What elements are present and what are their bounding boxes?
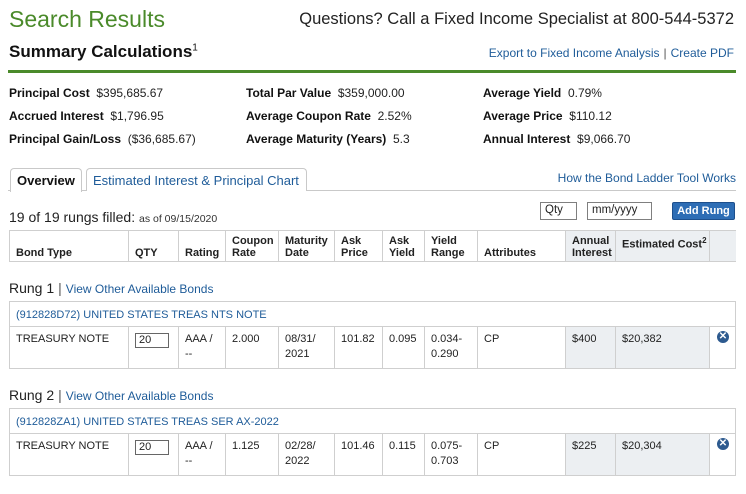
col-maturity-date: Maturity Date [279, 231, 335, 261]
header-divider [8, 70, 736, 73]
stat-average-coupon-rate: Average Coupon Rate 2.52% [246, 109, 412, 123]
qty-cell: 20 [129, 327, 179, 368]
coupon-cell: 2.000 [226, 327, 279, 368]
rating-cell: AAA / -- [179, 434, 226, 475]
export-links: Export to Fixed Income Analysis | Create P… [489, 46, 734, 60]
bond-type-cell: TREASURY NOTE [10, 327, 129, 368]
tab-overview[interactable]: Overview [10, 168, 82, 192]
col-yield-range: Yield Range [425, 231, 478, 261]
add-rung-button[interactable]: Add Rung [672, 202, 735, 220]
phone-support-text: Questions? Call a Fixed Income Specialis… [299, 10, 734, 28]
annual-interest-cell: $400 [566, 327, 616, 368]
col-ask-yield: Ask Yield [383, 231, 425, 261]
stat-average-maturity: Average Maturity (Years) 5.3 [246, 132, 410, 146]
page-title: Search Results [9, 6, 165, 32]
col-rating: Rating [179, 231, 226, 261]
attributes-cell: CP [478, 327, 566, 368]
view-other-bonds-link[interactable]: View Other Available Bonds [65, 282, 214, 296]
summary-title: Summary Calculations1 [9, 42, 198, 61]
maturity-cell: 08/31/2021 [279, 327, 335, 368]
stat-accrued-interest: Accrued Interest $1,796.95 [9, 109, 164, 123]
table-header: Bond Type QTY Rating Coupon Rate Maturit… [9, 230, 736, 262]
footnote-marker: 2 [702, 236, 707, 245]
view-other-bonds-link[interactable]: View Other Available Bonds [65, 389, 214, 403]
maturity-cell: 02/28/2022 [279, 434, 335, 475]
bond-title-link[interactable]: (912828D72) UNITED STATES TREAS NTS NOTE [9, 301, 736, 327]
col-attributes: Attributes [478, 231, 566, 261]
stat-average-price: Average Price $110.12 [483, 109, 612, 123]
yield-range-cell: 0.034- 0.290 [425, 327, 478, 368]
rating-cell: AAA / -- [179, 327, 226, 368]
col-coupon-rate: Coupon Rate [226, 231, 279, 261]
maturity-date-input[interactable]: mm/yyyy [587, 202, 652, 220]
qty-field[interactable]: 20 [135, 333, 169, 348]
estimated-cost-cell: $20,304 [616, 434, 710, 475]
stat-principal-cost: Principal Cost $395,685.67 [9, 86, 164, 100]
col-bond-type: Bond Type [10, 231, 129, 261]
bond-type-cell: TREASURY NOTE [10, 434, 129, 475]
attributes-cell: CP [478, 434, 566, 475]
ask-price-cell: 101.82 [335, 327, 383, 368]
qty-cell: 20 [129, 434, 179, 475]
col-remove [710, 231, 736, 261]
qty-field[interactable]: 20 [135, 440, 169, 455]
footnote-marker: 1 [192, 42, 198, 54]
table-row: TREASURY NOTE 20 AAA / -- 1.125 02/28/202… [9, 434, 736, 476]
remove-cell: ✕ [710, 434, 736, 475]
rung-1-label: Rung 1 | View Other Available Bonds [9, 280, 214, 296]
remove-cell: ✕ [710, 327, 736, 368]
tab-interest-principal-chart[interactable]: Estimated Interest & Principal Chart [86, 168, 307, 191]
ask-price-cell: 101.46 [335, 434, 383, 475]
qty-input[interactable]: Qty [540, 202, 577, 220]
stat-total-par-value: Total Par Value $359,000.00 [246, 86, 405, 100]
stat-average-yield: Average Yield 0.79% [483, 86, 602, 100]
as-of-date: as of 09/15/2020 [138, 213, 218, 225]
stat-principal-gain-loss: Principal Gain/Loss ($36,685.67) [9, 132, 196, 146]
remove-rung-icon[interactable]: ✕ [717, 438, 729, 450]
ask-yield-cell: 0.115 [383, 434, 425, 475]
bond-ladder-help-link[interactable]: How the Bond Ladder Tool Works [557, 171, 736, 185]
tabs-baseline [8, 190, 736, 191]
stat-annual-interest: Annual Interest $9,066.70 [483, 132, 631, 146]
coupon-cell: 1.125 [226, 434, 279, 475]
rung-2-label: Rung 2 | View Other Available Bonds [9, 387, 214, 403]
rungs-filled-status: 19 of 19 rungs filled: as of 09/15/2020 [9, 209, 218, 225]
annual-interest-cell: $225 [566, 434, 616, 475]
ask-yield-cell: 0.095 [383, 327, 425, 368]
col-estimated-cost: Estimated Cost2 [616, 231, 710, 261]
link-separator: | [663, 46, 667, 60]
export-fixed-income-link[interactable]: Export to Fixed Income Analysis [488, 46, 660, 60]
col-qty: QTY [129, 231, 179, 261]
col-ask-price: Ask Price [335, 231, 383, 261]
col-annual-interest: Annual Interest [566, 231, 616, 261]
table-row: TREASURY NOTE 20 AAA / -- 2.000 08/31/202… [9, 327, 736, 369]
yield-range-cell: 0.075- 0.703 [425, 434, 478, 475]
remove-rung-icon[interactable]: ✕ [717, 331, 729, 343]
bond-title-link[interactable]: (912828ZA1) UNITED STATES TREAS SER AX-2… [9, 408, 736, 434]
estimated-cost-cell: $20,382 [616, 327, 710, 368]
create-pdf-link[interactable]: Create PDF [670, 46, 734, 60]
